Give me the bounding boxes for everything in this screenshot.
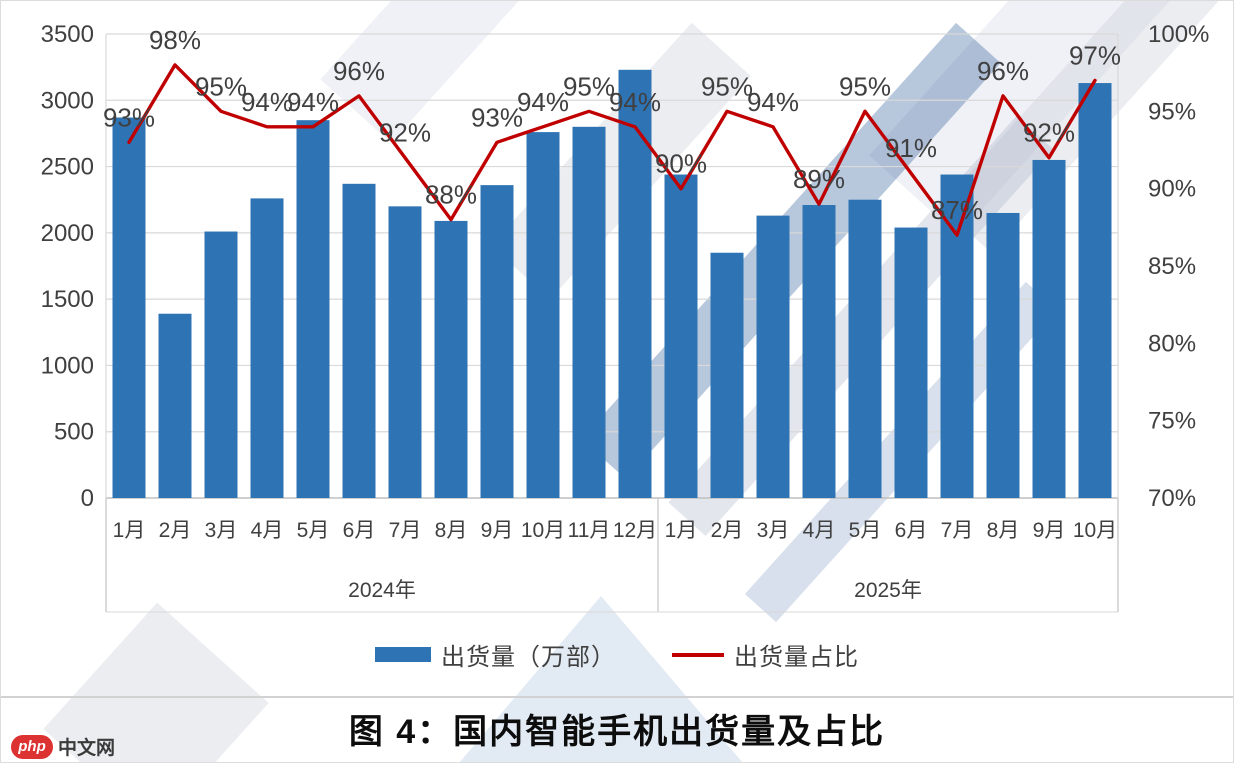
percent-label: 89% — [793, 164, 845, 194]
month-tick-label: 2月 — [711, 519, 744, 542]
shipment-bar — [342, 183, 376, 498]
y-axis-right-tick-label: 70% — [1148, 485, 1196, 512]
month-tick-label: 4月 — [803, 519, 836, 542]
month-tick-label: 8月 — [987, 519, 1020, 542]
y-axis-left-tick-label: 3500 — [41, 21, 94, 48]
y-axis-left-tick-label: 2000 — [41, 220, 94, 247]
percent-label: 94% — [609, 87, 661, 117]
percent-label: 88% — [425, 180, 477, 210]
percent-label: 94% — [287, 87, 339, 117]
line-series-swatch — [672, 652, 724, 657]
y-axis-right-tick-label: 90% — [1148, 176, 1196, 203]
legend-item-share: 出货量占比 — [672, 637, 859, 672]
percent-label: 94% — [241, 87, 293, 117]
php-logo-icon: php — [11, 734, 53, 759]
percent-label: 87% — [931, 195, 983, 225]
month-tick-label: 10月 — [1073, 519, 1117, 542]
y-axis-right-tick-label: 100% — [1148, 21, 1209, 48]
shipment-bar — [618, 69, 652, 499]
month-tick-label: 6月 — [343, 519, 376, 542]
y-axis-right-tick-label: 75% — [1148, 408, 1196, 435]
shipment-bar — [756, 215, 790, 498]
shipment-bar — [848, 199, 882, 498]
shipment-bar — [710, 252, 744, 498]
year-group-label: 2025年 — [854, 579, 922, 602]
shipment-bar — [572, 126, 606, 499]
shipment-bar — [986, 212, 1020, 498]
month-tick-label: 2月 — [159, 519, 192, 542]
shipment-bar — [112, 117, 146, 499]
y-axis-left-tick-label: 1000 — [41, 352, 94, 379]
percent-label: 93% — [103, 102, 155, 132]
bar-series-label: 出货量（万部） — [441, 644, 616, 671]
percent-label: 95% — [195, 71, 247, 101]
month-tick-label: 12月 — [613, 519, 657, 542]
shipment-bar — [480, 185, 514, 499]
month-tick-label: 11月 — [568, 519, 611, 542]
site-logo-text: 中文网 — [58, 738, 116, 759]
shipment-bar — [204, 231, 238, 498]
percent-label: 95% — [839, 71, 891, 101]
percent-label: 93% — [471, 102, 523, 132]
divider-line — [1, 696, 1233, 698]
percent-label: 97% — [1069, 40, 1121, 70]
month-tick-label: 7月 — [941, 519, 974, 542]
line-series-label: 出货量占比 — [734, 644, 859, 671]
month-tick-label: 7月 — [389, 519, 422, 542]
percent-label: 92% — [379, 118, 431, 148]
shipment-bar — [158, 313, 192, 498]
month-tick-label: 6月 — [895, 519, 928, 542]
y-axis-left-tick-label: 500 — [54, 419, 94, 446]
month-tick-label: 8月 — [435, 519, 468, 542]
shipment-bar — [1032, 159, 1066, 498]
y-axis-right-tick-label: 80% — [1148, 330, 1196, 357]
chart-legend: 出货量（万部） 出货量占比 — [375, 637, 859, 672]
shipment-bar — [1078, 83, 1112, 499]
figure-title: 图 4：国内智能手机出货量及占比 — [348, 713, 886, 751]
percent-label: 96% — [333, 56, 385, 86]
y-axis-left-tick-label: 2500 — [41, 154, 94, 181]
percent-label: 94% — [517, 87, 569, 117]
percent-label: 94% — [747, 87, 799, 117]
percent-label: 92% — [1023, 118, 1075, 148]
site-logo: php 中文网 — [11, 733, 115, 760]
month-tick-label: 1月 — [113, 519, 146, 542]
percent-label: 90% — [655, 149, 707, 179]
percent-label: 96% — [977, 56, 1029, 86]
shipment-bar — [894, 227, 928, 498]
y-axis-left-tick-label: 1500 — [41, 286, 94, 313]
bar-series-swatch — [375, 647, 431, 662]
month-tick-label: 3月 — [757, 519, 790, 542]
y-axis-left-tick-label: 0 — [81, 485, 94, 512]
y-axis-right-tick-label: 85% — [1148, 253, 1196, 280]
shipment-bar — [388, 206, 422, 499]
month-tick-label: 5月 — [297, 519, 330, 542]
shipment-bar — [296, 120, 330, 499]
y-axis-left-tick-label: 3000 — [41, 87, 94, 114]
month-tick-label: 5月 — [849, 519, 882, 542]
shipment-bar — [940, 174, 974, 499]
legend-item-shipments: 出货量（万部） — [375, 637, 616, 672]
month-tick-label: 4月 — [251, 519, 284, 542]
percent-label: 95% — [563, 71, 615, 101]
shipment-bar — [434, 220, 468, 498]
month-tick-label: 9月 — [1033, 519, 1066, 542]
percent-label: 98% — [149, 25, 201, 55]
shipment-bar — [526, 132, 560, 499]
month-tick-label: 10月 — [521, 519, 565, 542]
month-tick-label: 9月 — [481, 519, 514, 542]
shipment-share-chart: 3500 3000 2500 2000 1500 1000 500 0 100% 95% 90% 85… — [41, 21, 1209, 613]
shipment-bar — [250, 198, 284, 499]
shipment-bar — [802, 205, 836, 498]
year-group-label: 2024年 — [348, 579, 416, 602]
share-line — [127, 63, 1097, 237]
shipment-bar — [664, 174, 698, 499]
y-axis-right-tick-label: 95% — [1148, 98, 1196, 125]
month-tick-label: 1月 — [665, 519, 698, 542]
percent-label: 91% — [885, 133, 937, 163]
month-tick-label: 3月 — [205, 519, 238, 542]
percent-label: 95% — [701, 71, 753, 101]
